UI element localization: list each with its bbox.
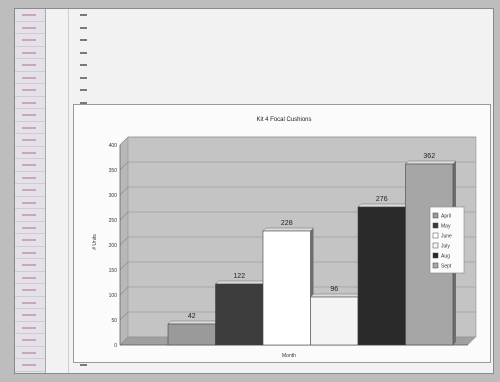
row-number[interactable] — [15, 172, 45, 184]
bar-chart: Kit 4 Focal Cushions 0 50 100 150 200 250 300 3… — [92, 117, 477, 359]
row-header-column — [15, 9, 46, 373]
y-tick-label: 300 — [109, 193, 118, 199]
gridline-side — [119, 311, 129, 321]
bar-top — [405, 160, 457, 165]
row-number[interactable] — [15, 184, 45, 197]
cell-value[interactable] — [80, 64, 87, 66]
gridline-side — [119, 186, 129, 196]
legend: April May June July Aug Sept — [429, 206, 465, 274]
chart-title: Kit 4 Focal Cushions — [256, 117, 311, 123]
row-number[interactable] — [15, 72, 45, 84]
gridline-side — [119, 261, 129, 271]
y-tick-label: 0 — [114, 343, 117, 349]
row-number[interactable] — [15, 122, 45, 134]
row-number[interactable] — [15, 259, 45, 272]
y-tick-label: 350 — [109, 168, 118, 174]
cell-value[interactable] — [80, 39, 87, 41]
legend-swatch — [432, 242, 439, 249]
y-tick-label: 400 — [109, 143, 118, 149]
bar-june — [262, 230, 311, 346]
x-axis-label: Month — [282, 353, 296, 359]
row-number[interactable] — [15, 222, 45, 234]
chart-area[interactable]: Kit 4 Focal Cushions 0 50 100 150 200 250 300 3… — [73, 104, 491, 363]
legend-entry: April — [441, 214, 451, 220]
y-axis-label: # Units — [92, 234, 98, 250]
data-label: 276 — [376, 196, 388, 203]
legend-entry: Sept — [441, 264, 452, 270]
cell-value[interactable] — [80, 51, 87, 54]
row-number[interactable] — [15, 134, 45, 147]
row-number[interactable] — [15, 247, 45, 259]
row-number[interactable] — [15, 334, 45, 347]
row-number[interactable] — [15, 109, 45, 122]
row-number[interactable] — [15, 9, 45, 22]
gridline-side — [119, 161, 129, 171]
cell-value[interactable] — [80, 26, 87, 29]
row-number[interactable] — [15, 47, 45, 59]
data-label: 96 — [330, 286, 338, 293]
y-tick-label: 250 — [109, 218, 118, 224]
plot-area: 0 50 100 150 200 250 300 350 400 42 122 228 96 276 362 — [109, 136, 477, 349]
cell-value[interactable] — [80, 364, 87, 366]
bar-top — [215, 280, 267, 285]
row-number[interactable] — [15, 234, 45, 247]
gridline-side — [119, 136, 129, 146]
bar-may — [215, 283, 264, 346]
row-number[interactable] — [15, 359, 45, 372]
cell-value[interactable] — [80, 101, 87, 104]
legend-swatch — [432, 252, 439, 259]
y-tick-label: 150 — [109, 268, 118, 274]
legend-swatch — [432, 212, 439, 219]
data-label: 228 — [281, 220, 293, 227]
row-number[interactable] — [15, 322, 45, 334]
cell-value[interactable] — [80, 89, 87, 91]
bar-top — [262, 227, 314, 232]
bar-april — [167, 323, 216, 346]
row-number[interactable] — [15, 309, 45, 322]
legend-entry: May — [441, 224, 451, 230]
legend-swatch — [432, 232, 439, 239]
row-number[interactable] — [15, 197, 45, 209]
gridline-side — [119, 236, 129, 246]
gridline-side — [119, 286, 129, 296]
row-number[interactable] — [15, 284, 45, 297]
row-number[interactable] — [15, 147, 45, 159]
row-number[interactable] — [15, 84, 45, 97]
y-tick-label: 100 — [109, 293, 118, 299]
y-tick-label: 200 — [109, 243, 118, 249]
bar-aug — [357, 206, 406, 346]
row-number[interactable] — [15, 34, 45, 47]
row-number[interactable] — [15, 272, 45, 284]
bar-top — [167, 320, 219, 325]
row-number[interactable] — [15, 59, 45, 72]
row-number[interactable] — [15, 22, 45, 34]
row-number[interactable] — [15, 347, 45, 359]
row-number[interactable] — [15, 297, 45, 309]
gridline-side — [119, 336, 129, 346]
legend-entry: June — [441, 234, 452, 240]
data-label: 362 — [423, 153, 435, 160]
row-number[interactable] — [15, 209, 45, 222]
bar-top — [357, 203, 409, 208]
row-number[interactable] — [15, 97, 45, 109]
data-label: 122 — [233, 273, 245, 280]
data-label: 42 — [188, 313, 196, 320]
legend-entry: Aug — [441, 254, 450, 260]
legend-swatch — [432, 262, 439, 269]
column-a — [46, 9, 87, 373]
gridline-side — [119, 211, 129, 221]
cell-value[interactable] — [80, 76, 87, 79]
row-number[interactable] — [15, 159, 45, 172]
bar-july — [310, 296, 359, 346]
legend-entry: July — [441, 244, 450, 250]
cell-value[interactable] — [80, 14, 87, 16]
bar-top — [310, 293, 362, 298]
spreadsheet: Kit 4 Focal Cushions 0 50 100 150 200 250 300 3… — [14, 8, 494, 374]
y-tick-label: 50 — [111, 318, 117, 324]
legend-swatch — [432, 222, 439, 229]
